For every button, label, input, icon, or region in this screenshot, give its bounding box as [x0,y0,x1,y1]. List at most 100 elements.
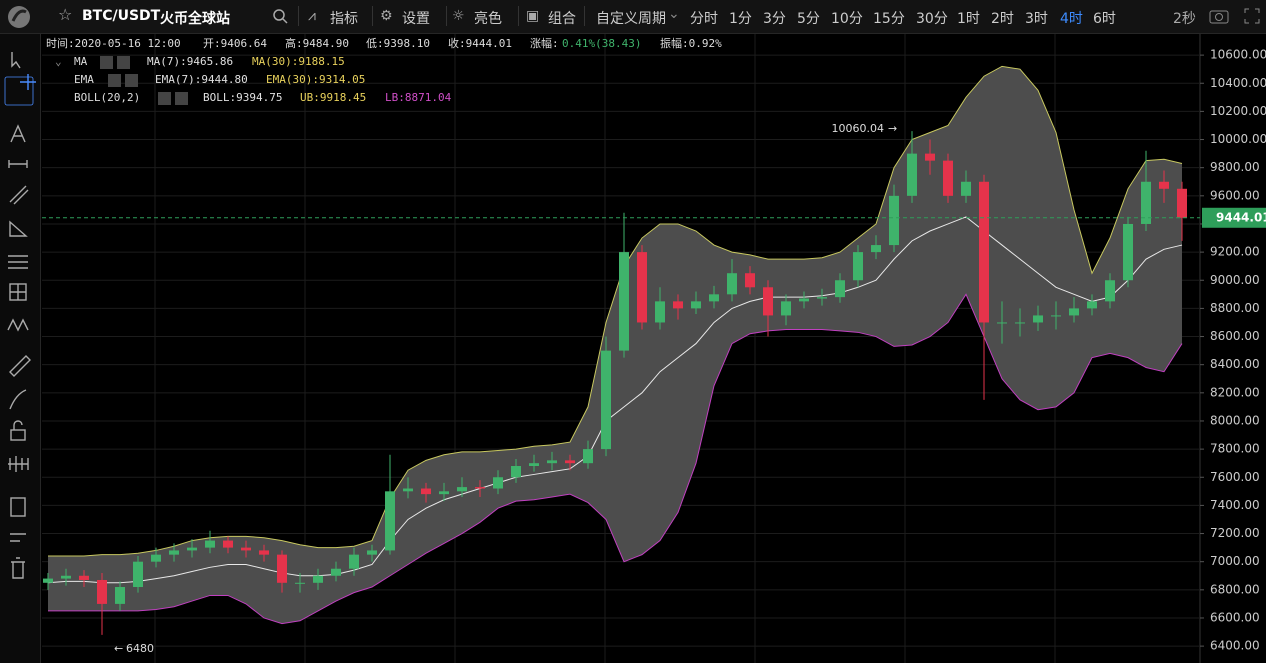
candle-body [1177,188,1187,218]
candle-body [745,273,755,288]
candle-body [1051,315,1061,317]
toolbar-button[interactable]: 亮色 [474,11,502,27]
candle-body [709,294,719,302]
indicator-value: BOLL:9394.75 [203,91,282,104]
button-icon: ☼ [452,8,465,24]
settings-button[interactable] [158,92,171,105]
candle-body [763,287,773,316]
y-tick-label: 9800.00 [1210,160,1260,174]
candle-body [889,195,899,246]
drawing-toolbar [0,34,41,663]
candle-body [925,153,935,161]
tool-icons[interactable] [0,34,40,663]
period-option[interactable]: 2时 [991,11,1014,27]
y-tick-label: 8600.00 [1210,329,1260,343]
search-icon[interactable] [272,8,288,24]
button-icon: ⚙ [380,8,393,24]
candle-body [1141,181,1151,224]
period-option[interactable]: 1时 [957,11,980,27]
y-tick-label: 9000.00 [1210,273,1260,287]
period-option[interactable]: 分时 [690,11,718,27]
candle-body [241,547,251,551]
candle-body [97,579,107,604]
button-icon: ▣ [526,8,540,24]
toolbar-button[interactable]: 指标 [330,11,358,27]
candle-body [637,252,647,323]
settings-button[interactable] [100,56,113,69]
candle-body [619,252,629,351]
candle-body [223,540,233,548]
toolbar-button[interactable]: 组合 [548,11,576,27]
candle-body [907,153,917,196]
y-tick-label: 7000.00 [1210,554,1260,568]
candle-body [421,488,431,495]
screenshot-icon[interactable] [1208,7,1230,25]
indicator-value: EMA(7):9444.80 [155,73,248,86]
candle-body [349,554,359,569]
y-tick-label: 7600.00 [1210,470,1260,484]
period-menu[interactable]: 自定义周期 [596,11,666,27]
candle-body [457,487,467,492]
candle-body [997,322,1007,324]
close-button[interactable] [175,92,188,105]
period-option[interactable]: 4时 [1060,11,1083,27]
info-open: 开:9406.64 [203,37,267,50]
candle-body [277,554,287,583]
candle-body [655,301,665,323]
refresh-rate[interactable]: 2秒 [1173,11,1196,27]
y-tick-label: 6600.00 [1210,610,1260,624]
candle-body [943,160,953,196]
favorite-icon[interactable]: ☆ [58,5,73,24]
period-option[interactable]: 3分 [763,11,786,27]
candle-body [529,463,539,466]
period-option[interactable]: 6时 [1093,11,1116,27]
info-change: 0.41%(38.43) [562,37,641,50]
candle-body [385,491,395,551]
candle-body [1015,322,1025,324]
indicator-value: MA(7):9465.86 [147,55,233,68]
candle-body [583,449,593,464]
band-lower [48,293,1183,625]
period-option[interactable]: 30分 [916,11,948,27]
y-tick-label: 10400.00 [1210,76,1266,90]
indicator-name: EMA [74,73,94,86]
candle-body [601,350,611,450]
candle-body [1105,280,1115,302]
close-button[interactable] [117,56,130,69]
y-tick-label: 8800.00 [1210,301,1260,315]
period-option[interactable]: 3时 [1025,11,1048,27]
y-tick-label: 7200.00 [1210,526,1260,540]
candle-body [817,297,827,299]
symbol[interactable]: BTC/USDT [82,8,161,24]
period-option[interactable]: 10分 [831,11,863,27]
info-close: 收:9444.01 [448,36,512,50]
info-panel: 时间:2020-05-16 12:00 开:9406.64 高:9484.90 低:9… [46,36,722,105]
period-option[interactable]: 5分 [797,11,820,27]
vertical-grid [154,34,1056,663]
logo [8,6,30,28]
info-change-label: 涨幅: [530,37,559,50]
close-button[interactable] [125,74,138,87]
candle-body [205,540,215,548]
top-toolbar: ☆ BTC/USDT 火币全球站 ⩘ 指标 ⚙ 设置 ☼ 亮色 ▣ 组合 自定义周期 ⌄ 分时… [0,0,1266,34]
candle-body [439,491,449,495]
settings-button[interactable] [108,74,121,87]
candle-body [727,273,737,295]
fullscreen-icon[interactable] [1243,7,1261,25]
info-high: 高:9484.90 [285,36,349,50]
candle-body [1069,308,1079,316]
y-tick-label: 10200.00 [1210,104,1266,118]
candle-body [961,181,971,196]
last-price-label: 9444.01 [1216,210,1266,224]
candle-body [871,245,881,253]
candle-body [151,554,161,562]
candle-body [115,587,125,604]
info-time: 时间:2020-05-16 12:00 [46,37,181,50]
candle-body [475,487,485,489]
period-option[interactable]: 1分 [729,11,752,27]
toolbar-button[interactable]: 设置 [402,11,430,27]
period-option[interactable]: 15分 [873,11,905,27]
candle-body [1033,315,1043,323]
candle-body [295,582,305,584]
